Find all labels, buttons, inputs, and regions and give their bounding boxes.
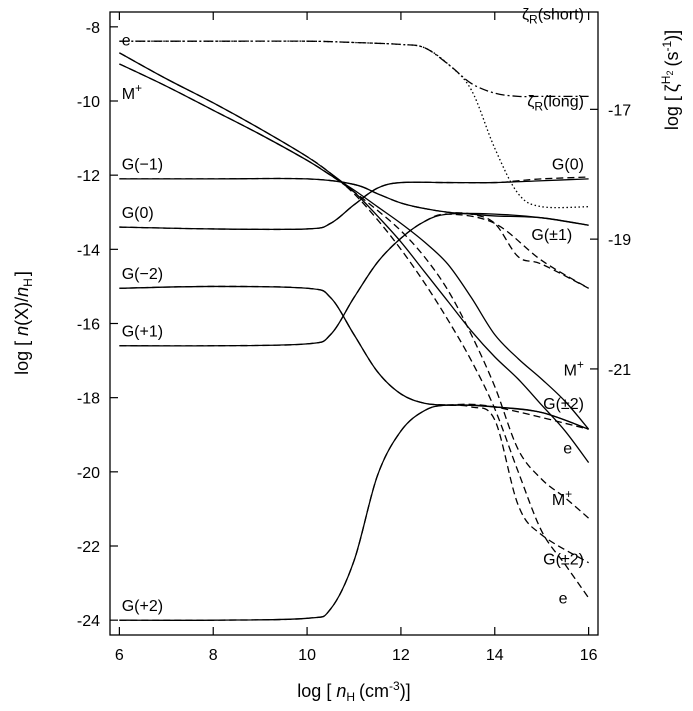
x-tick-label: 8 — [209, 647, 218, 664]
x-tick-label: 12 — [392, 647, 410, 664]
curve-label: ζR(long) — [527, 94, 584, 114]
x-tick-label: 16 — [580, 647, 598, 664]
series-r-short — [119, 40, 589, 98]
x-axis-title: log [nH (cm-3)] — [297, 679, 410, 704]
y2-tick-label: -19 — [608, 232, 631, 249]
curve-annotations: e M+ G(−1) G(0) G(−2) G(+1) G(+2) G(0) G(±1) M+ G(… — [122, 6, 584, 614]
y-tick-label: -22 — [77, 539, 100, 556]
series-e-solid — [119, 52, 590, 463]
curve-label: G(0) — [552, 157, 584, 174]
series-g-1-solid — [119, 212, 589, 347]
y-tick-label: -10 — [77, 94, 100, 111]
curve-label: G(0) — [122, 205, 154, 222]
y-axis-title: log [n(X)/nH] — [12, 271, 35, 375]
curve-label: G(−1) — [122, 157, 163, 174]
curve-label: ζR(short) — [522, 6, 584, 26]
series-g-1-dashed — [119, 177, 589, 289]
data-curves — [119, 40, 590, 621]
curve-label: G(±2) — [543, 552, 584, 569]
curve-label: M+ — [122, 81, 142, 103]
y-tick-label: -24 — [77, 613, 100, 630]
y2-tick-label: -21 — [608, 362, 631, 379]
x-tick-label: 6 — [115, 647, 124, 664]
series-m-solid — [119, 63, 590, 430]
curve-label: G(−2) — [122, 266, 163, 283]
x-tick-label: 14 — [486, 647, 504, 664]
y-tick-label: -14 — [77, 242, 100, 259]
curve-label: e — [563, 440, 572, 457]
curve-label: e — [559, 590, 568, 607]
curve-label: G(+1) — [122, 323, 163, 340]
curve-label: G(+2) — [122, 598, 163, 615]
series-g-2-solid — [119, 285, 589, 430]
series-g-1-solid — [119, 177, 589, 226]
series-g-2-dashed — [119, 403, 589, 621]
series-e-dashed — [119, 52, 590, 599]
tick-labels: 6 8 10 12 14 16 -8 -10 -12 -14 -16 -18 -20 -22 -24 -17 -… — [77, 20, 631, 664]
y-tick-label: -18 — [77, 391, 100, 408]
series-g-0-dashed — [119, 176, 589, 231]
series-g-2-dashed — [119, 285, 589, 564]
curve-label: e — [122, 32, 131, 49]
curve-label: G(±2) — [543, 396, 584, 413]
y-tick-label: -8 — [86, 20, 100, 37]
y2-tick-label: -17 — [608, 102, 631, 119]
plot-frame — [109, 11, 599, 636]
axis-ticks — [110, 12, 598, 635]
y-tick-label: -16 — [77, 317, 100, 334]
y2-axis-title: log [ζH2(s-1)] — [659, 30, 682, 130]
curve-label: M+ — [552, 487, 572, 509]
series-m-dashed — [119, 63, 590, 519]
y-tick-label: -20 — [77, 465, 100, 482]
series-g-1-dashed — [119, 213, 589, 347]
series-r-long — [119, 40, 589, 209]
x-tick-label: 10 — [298, 647, 316, 664]
y-tick-label: -12 — [77, 168, 100, 185]
series-g-2-solid — [119, 404, 589, 621]
curve-label: M+ — [564, 357, 584, 379]
curve-label: G(±1) — [531, 227, 572, 244]
